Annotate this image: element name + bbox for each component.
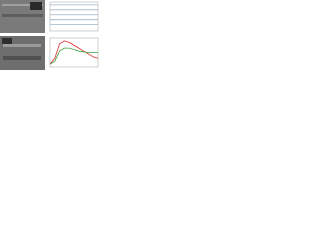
plot-frame (49, 1, 99, 32)
figure (0, 0, 99, 70)
texture (2, 4, 43, 6)
texture (2, 14, 43, 17)
texture (3, 56, 41, 60)
inset (2, 38, 12, 44)
data-line (49, 47, 98, 65)
texture (3, 44, 41, 47)
inset (30, 2, 42, 10)
data-line (49, 40, 99, 65)
